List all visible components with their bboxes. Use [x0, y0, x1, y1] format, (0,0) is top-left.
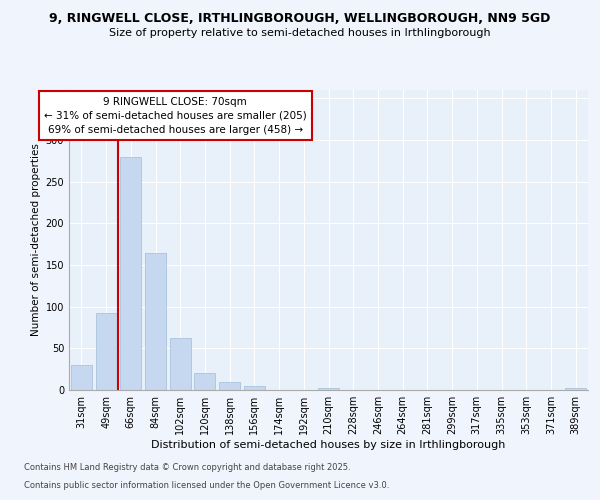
Bar — [120, 156, 141, 390]
Text: Size of property relative to semi-detached houses in Irthlingborough: Size of property relative to semi-detach… — [109, 28, 491, 38]
X-axis label: Distribution of semi-detached houses by size in Irthlingborough: Distribution of semi-detached houses by … — [151, 440, 506, 450]
Bar — [219, 382, 240, 390]
Bar — [318, 388, 339, 390]
Bar — [95, 312, 116, 390]
Bar — [170, 338, 191, 390]
Bar — [71, 365, 92, 390]
Bar — [565, 388, 586, 390]
Bar — [194, 374, 215, 390]
Y-axis label: Number of semi-detached properties: Number of semi-detached properties — [31, 144, 41, 336]
Text: 9 RINGWELL CLOSE: 70sqm
← 31% of semi-detached houses are smaller (205)
69% of s: 9 RINGWELL CLOSE: 70sqm ← 31% of semi-de… — [44, 96, 307, 134]
Text: Contains public sector information licensed under the Open Government Licence v3: Contains public sector information licen… — [24, 481, 389, 490]
Text: Contains HM Land Registry data © Crown copyright and database right 2025.: Contains HM Land Registry data © Crown c… — [24, 464, 350, 472]
Bar — [145, 252, 166, 390]
Text: 9, RINGWELL CLOSE, IRTHLINGBOROUGH, WELLINGBOROUGH, NN9 5GD: 9, RINGWELL CLOSE, IRTHLINGBOROUGH, WELL… — [49, 12, 551, 26]
Bar — [244, 386, 265, 390]
